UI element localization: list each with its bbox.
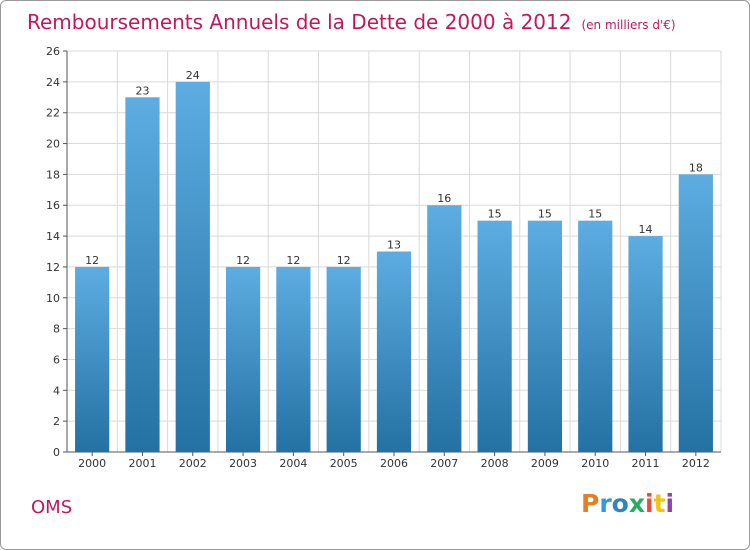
value-label-2009: 15 (538, 208, 552, 221)
labels: 0246810121416182022242612200023200124200… (46, 45, 710, 470)
x-tick-label-2012: 2012 (682, 457, 710, 470)
x-tick-label-2006: 2006 (380, 457, 408, 470)
proxiti-logo: Proxiti (581, 489, 674, 518)
logo-letter: t (653, 489, 666, 518)
logo-letter: i (665, 489, 675, 518)
value-label-2011: 14 (639, 223, 653, 236)
x-tick-label-2003: 2003 (229, 457, 257, 470)
value-label-2000: 12 (85, 254, 99, 267)
value-label-2002: 24 (186, 69, 200, 82)
chart-title-text: Remboursements Annuels de la Dette de 20… (27, 10, 572, 34)
x-tick-label-2000: 2000 (78, 457, 106, 470)
x-tick-label-2008: 2008 (481, 457, 509, 470)
bar-2002 (175, 81, 210, 452)
x-tick-label-2001: 2001 (128, 457, 156, 470)
chart-subtitle: (en milliers d'€) (581, 18, 676, 32)
bar-2001 (125, 97, 160, 453)
x-tick-label-2009: 2009 (531, 457, 559, 470)
x-tick-label-2011: 2011 (632, 457, 660, 470)
bar-2009 (527, 220, 563, 452)
value-label-2007: 16 (437, 192, 451, 205)
y-tick-label-20: 20 (46, 138, 60, 151)
chart-title: Remboursements Annuels de la Dette de 20… (27, 10, 676, 34)
y-tick-label-24: 24 (46, 76, 60, 89)
bar-2000 (75, 266, 110, 452)
y-tick-label-12: 12 (46, 261, 60, 274)
value-label-2001: 23 (135, 84, 149, 97)
logo-letter: i (645, 489, 654, 518)
value-label-2004: 12 (286, 254, 300, 267)
bar-2005 (326, 266, 361, 452)
bar-2003 (225, 266, 261, 452)
value-label-2005: 12 (337, 254, 351, 267)
bars (75, 81, 713, 453)
y-tick-label-4: 4 (53, 384, 60, 397)
logo-letter: r (599, 489, 612, 518)
bar-2011 (628, 236, 663, 452)
y-tick-label-26: 26 (46, 45, 60, 58)
value-label-2006: 13 (387, 239, 401, 252)
y-tick-label-2: 2 (53, 415, 60, 428)
logo-letter: o (611, 489, 629, 518)
y-tick-label-8: 8 (53, 323, 60, 336)
bar-2008 (477, 220, 512, 452)
y-tick-label-0: 0 (53, 446, 60, 459)
x-tick-label-2010: 2010 (581, 457, 609, 470)
value-label-2008: 15 (488, 208, 502, 221)
value-label-2012: 18 (689, 161, 703, 174)
y-tick-label-22: 22 (46, 107, 60, 120)
y-tick-label-18: 18 (46, 168, 60, 181)
x-tick-label-2005: 2005 (330, 457, 358, 470)
value-label-2003: 12 (236, 254, 250, 267)
x-tick-label-2004: 2004 (279, 457, 307, 470)
y-tick-label-6: 6 (53, 353, 60, 366)
logo-letter: P (581, 489, 600, 518)
y-tick-label-14: 14 (46, 230, 60, 243)
logo-letter: x (628, 489, 645, 518)
bar-2004 (276, 266, 311, 452)
bar-2006 (376, 251, 412, 452)
bar-2007 (427, 205, 462, 452)
bar-2012 (678, 174, 713, 452)
value-label-2010: 15 (588, 208, 602, 221)
commune-name: OMS (31, 497, 73, 518)
y-tick-label-10: 10 (46, 292, 60, 305)
x-tick-label-2002: 2002 (179, 457, 207, 470)
bar-2010 (578, 220, 613, 452)
y-tick-label-16: 16 (46, 199, 60, 212)
x-tick-label-2007: 2007 (430, 457, 458, 470)
